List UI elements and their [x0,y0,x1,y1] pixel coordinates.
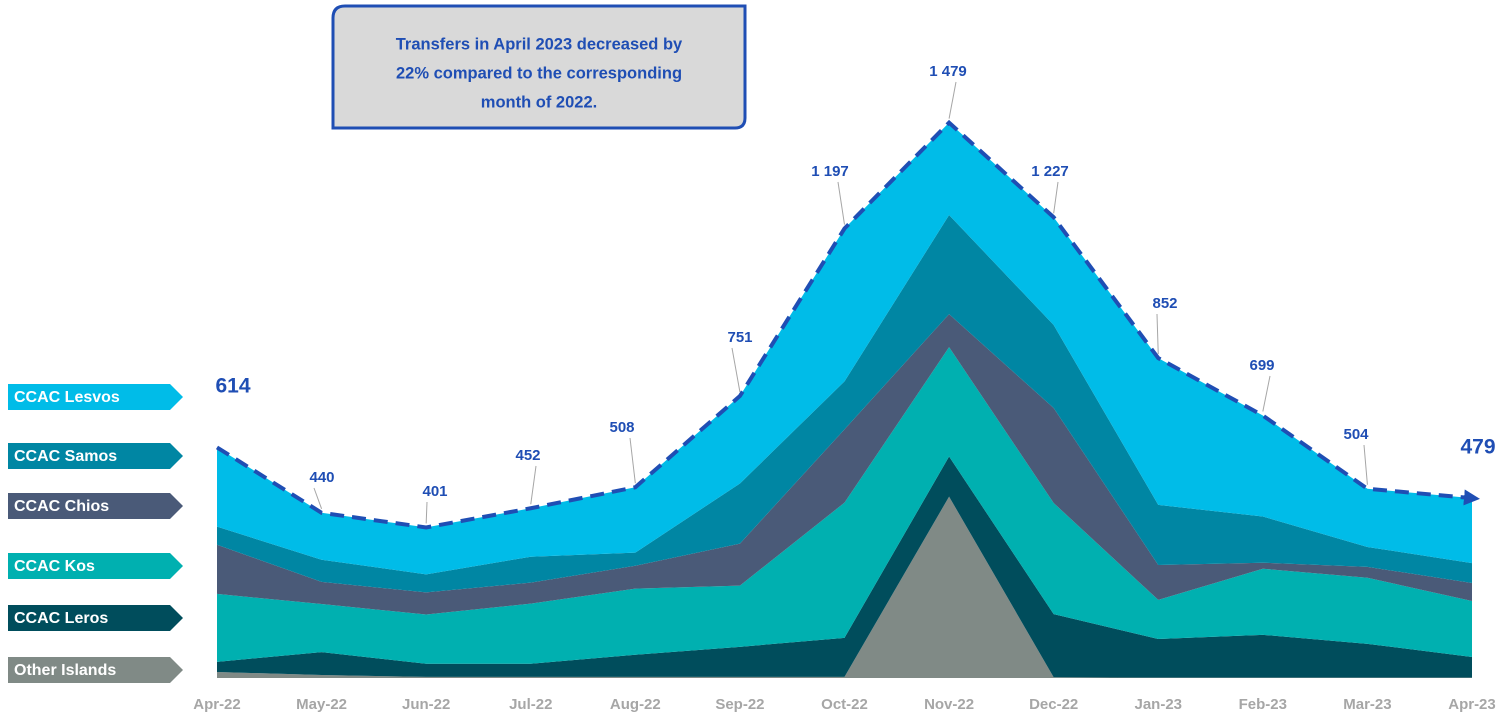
total-label: 504 [1343,426,1369,443]
legend-swatch [8,553,183,579]
x-tick-label: Mar-23 [1343,696,1391,713]
total-label: 479 [1460,436,1495,459]
legend-label: CCAC Chios [14,498,109,515]
area [217,347,1472,664]
legend-label: Other Islands [14,662,116,679]
leader-line [425,501,428,524]
legend-swatch [8,443,183,469]
total-line [215,119,1480,530]
annotation-box [331,4,747,130]
x-tick-label: Jun-22 [402,696,450,713]
total-label: 1 479 [929,63,967,80]
annotation-line: 22% compared to the corresponding [396,64,682,82]
x-tick-label: Sep-22 [715,696,764,713]
x-tick-label: Jul-22 [509,696,552,713]
legend-label: CCAC Lesvos [14,389,120,406]
total-label: 852 [1152,295,1177,312]
x-tick-label: Feb-23 [1239,696,1287,713]
total-label: 699 [1249,357,1274,374]
total-label: 751 [727,329,752,346]
x-tick-label: Aug-22 [610,696,661,713]
area [217,456,1472,678]
leader-line [530,465,537,505]
x-tick-label: Apr-23 [1448,696,1496,713]
leader-line [629,437,636,484]
x-tick-label: Jan-23 [1134,696,1182,713]
leader-line [837,181,845,225]
leader-line [313,487,323,509]
leader-line [1156,313,1159,355]
legend-swatch [8,657,183,683]
area [217,314,1472,615]
legend-swatch [8,605,183,631]
x-tick-label: Oct-22 [821,696,868,713]
x-tick-label: Dec-22 [1029,696,1078,713]
annotation: Transfers in April 2023 decreased by 22%… [331,4,747,130]
legend-swatch [8,493,183,519]
total-label: 508 [609,419,634,436]
areas [217,122,1472,678]
x-tick-label: Nov-22 [924,696,974,713]
total-label: 440 [309,469,334,486]
leader-line [1262,375,1271,412]
total-label: 452 [515,447,540,464]
legend-label: CCAC Kos [14,558,95,575]
leader-line [731,347,741,393]
leader-line [1053,181,1059,214]
area [217,122,1472,575]
leader-line [948,81,957,119]
total-label: 614 [215,375,250,398]
total-label: 1 197 [811,163,849,180]
legend-swatch [8,384,183,410]
annotation-line: month of 2022. [481,93,597,111]
x-tick-label: Apr-22 [193,696,241,713]
annotation-line: Transfers in April 2023 decreased by [396,35,683,53]
total-label: 1 227 [1031,163,1069,180]
legend-label: CCAC Leros [14,610,108,627]
area [217,215,1472,593]
total-label: 401 [422,483,447,500]
x-tick-label: May-22 [296,696,347,713]
leader-line [1363,444,1368,485]
legend-label: CCAC Samos [14,448,117,465]
